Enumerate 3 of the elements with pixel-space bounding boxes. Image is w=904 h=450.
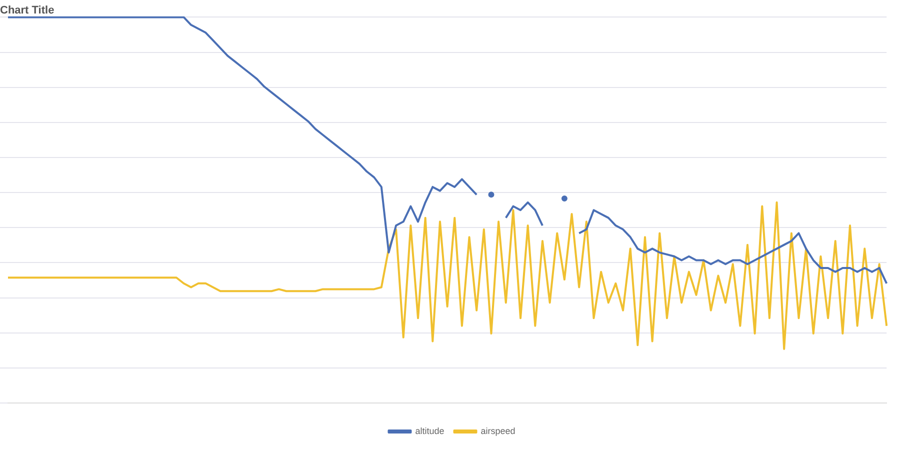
legend-label: airspeed [480,426,516,436]
chart-title: Chart Title [0,4,54,17]
legend-label: altitude [415,426,444,436]
